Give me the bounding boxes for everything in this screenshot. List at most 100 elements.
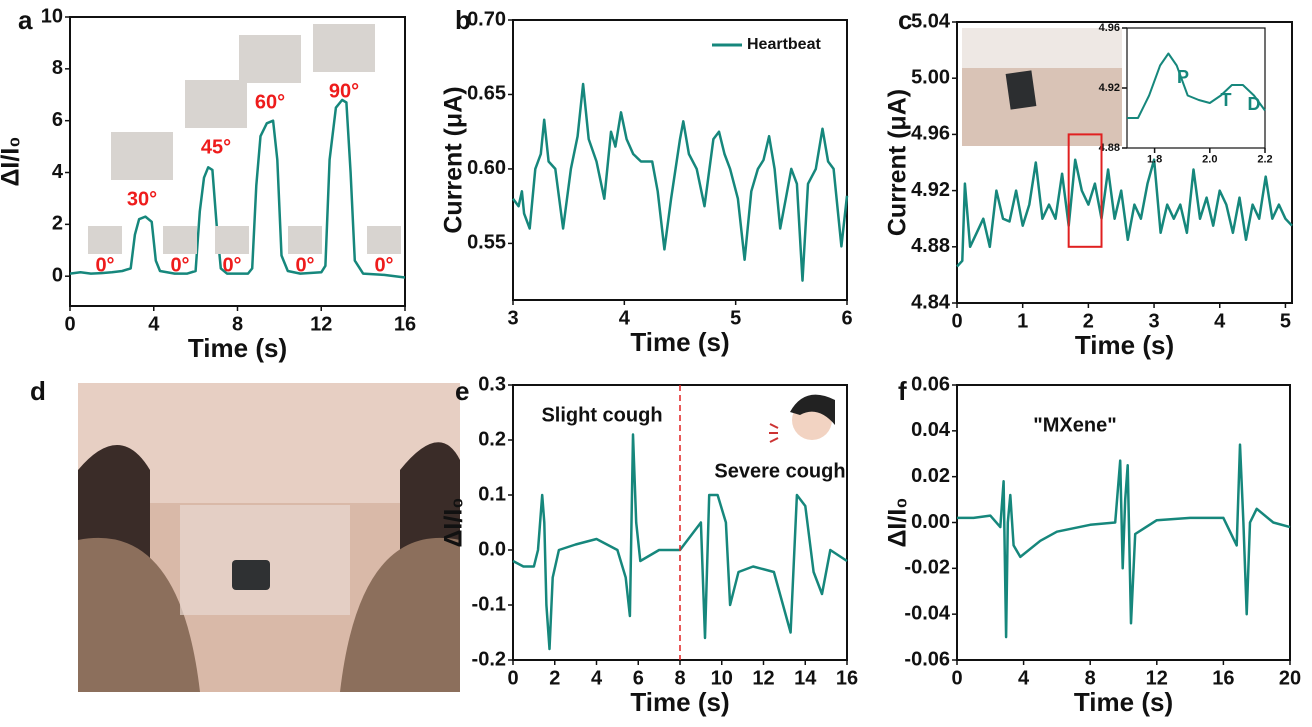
y-tick-label: 4 xyxy=(52,161,64,183)
angle-label: 45° xyxy=(201,136,231,158)
annotation: Slight cough xyxy=(541,404,662,426)
finger-photo xyxy=(215,226,249,254)
y-tick-label: 4.96 xyxy=(1099,22,1120,34)
neck-photo xyxy=(78,383,460,692)
figure: a b c d e f 04812160246810Time (s)ΔI/I₀0… xyxy=(0,0,1312,727)
data-line xyxy=(957,160,1292,267)
finger-photo xyxy=(163,226,197,254)
x-tick-label: 1 xyxy=(1017,310,1028,332)
y-tick-label: 8 xyxy=(52,57,63,79)
angle-label: 0° xyxy=(374,254,393,276)
y-tick-label: 2 xyxy=(52,213,63,235)
x-tick-label: 3 xyxy=(507,307,518,329)
y-tick-label: 0.04 xyxy=(911,419,951,441)
peak-label: D xyxy=(1248,94,1261,114)
finger-photo xyxy=(185,80,247,128)
y-tick-label: 0.55 xyxy=(467,232,506,254)
x-axis-label: Time (s) xyxy=(1074,687,1173,717)
x-tick-label: 4 xyxy=(619,307,631,329)
finger-photo xyxy=(88,226,122,254)
angle-label: 90° xyxy=(329,80,359,102)
data-line xyxy=(957,445,1290,637)
x-axis-label: Time (s) xyxy=(188,333,287,363)
panel-label: e xyxy=(455,376,469,406)
x-tick-label: 2 xyxy=(549,667,560,689)
x-tick-label: 5 xyxy=(1280,310,1291,332)
panel-label: d xyxy=(30,376,46,406)
y-tick-label: 0.70 xyxy=(467,8,506,30)
y-axis-label: ΔI/I₀ xyxy=(0,136,25,186)
y-tick-label: 4.88 xyxy=(911,235,950,257)
y-tick-label: 10 xyxy=(41,5,63,27)
angle-label: 0° xyxy=(295,254,314,276)
angle-label: 0° xyxy=(222,254,241,276)
y-tick-label: 0.00 xyxy=(911,511,950,533)
x-tick-label: 1.8 xyxy=(1147,154,1162,166)
x-tick-label: 2.0 xyxy=(1202,154,1217,166)
plot-frame xyxy=(513,20,847,300)
y-tick-label: 0.0 xyxy=(478,538,506,560)
panel-label: f xyxy=(898,376,907,406)
x-axis-label: Time (s) xyxy=(630,327,729,357)
finger-photo xyxy=(367,226,401,254)
y-tick-label: -0.06 xyxy=(904,648,950,670)
x-tick-label: 0 xyxy=(507,667,518,689)
annotation: Severe cough xyxy=(714,460,845,482)
x-tick-label: 4 xyxy=(1214,310,1226,332)
x-tick-label: 16 xyxy=(1212,667,1234,689)
y-tick-label: 4.84 xyxy=(911,291,951,313)
finger-photo xyxy=(313,24,375,72)
inset-background xyxy=(1127,28,1265,148)
x-tick-label: 0 xyxy=(64,313,75,335)
peak-label: P xyxy=(1177,67,1189,87)
finger-photo xyxy=(239,35,301,83)
angle-label: 0° xyxy=(170,254,189,276)
x-tick-label: 12 xyxy=(310,313,332,335)
y-tick-label: 4.96 xyxy=(911,123,950,145)
y-tick-label: 4.92 xyxy=(1099,82,1120,94)
y-tick-label: 0.65 xyxy=(467,83,506,105)
x-tick-label: 4 xyxy=(591,667,603,689)
x-axis-label: Time (s) xyxy=(630,687,729,717)
angle-label: 0° xyxy=(95,254,114,276)
cough-icon xyxy=(769,395,835,442)
angle-label: 60° xyxy=(255,91,285,113)
y-tick-label: 5.04 xyxy=(911,10,951,32)
y-tick-label: 6 xyxy=(52,109,63,131)
finger-photo xyxy=(111,132,173,180)
y-tick-label: 4.92 xyxy=(911,179,950,201)
y-axis-label: ΔI/I₀ xyxy=(884,497,912,547)
x-axis-label: Time (s) xyxy=(1075,330,1174,360)
x-tick-label: 20 xyxy=(1279,667,1301,689)
y-tick-label: 0.06 xyxy=(911,373,950,395)
y-axis-label: Current (μA) xyxy=(440,86,468,233)
y-tick-label: -0.2 xyxy=(472,648,506,670)
x-tick-label: 0 xyxy=(951,310,962,332)
y-axis-label: ΔI/I₀ xyxy=(440,497,468,547)
y-tick-label: 0.3 xyxy=(478,373,506,395)
x-tick-label: 12 xyxy=(752,667,774,689)
y-tick-label: 5.00 xyxy=(911,66,950,88)
y-tick-label: 0.2 xyxy=(478,428,506,450)
y-tick-label: 0.60 xyxy=(467,157,506,179)
y-tick-label: -0.04 xyxy=(904,602,950,624)
annotation: "MXene" xyxy=(1033,414,1116,436)
y-tick-label: 0.1 xyxy=(478,483,506,505)
x-tick-label: 4 xyxy=(1018,667,1030,689)
panel-label: a xyxy=(18,5,33,35)
x-tick-label: 16 xyxy=(836,667,858,689)
x-tick-label: 0 xyxy=(951,667,962,689)
angle-label: 30° xyxy=(127,188,157,210)
x-tick-label: 16 xyxy=(394,313,416,335)
y-tick-label: -0.02 xyxy=(904,557,950,579)
x-tick-label: 6 xyxy=(841,307,852,329)
data-line xyxy=(513,84,847,281)
peak-label: T xyxy=(1221,90,1232,110)
y-tick-label: 0.02 xyxy=(911,465,950,487)
x-tick-label: 2.2 xyxy=(1257,154,1272,166)
legend-label: Heartbeat xyxy=(747,36,821,53)
finger-photo xyxy=(288,226,322,254)
y-axis-label: Current (μA) xyxy=(884,89,912,236)
y-tick-label: 0 xyxy=(52,264,63,286)
y-tick-label: -0.1 xyxy=(472,593,506,615)
